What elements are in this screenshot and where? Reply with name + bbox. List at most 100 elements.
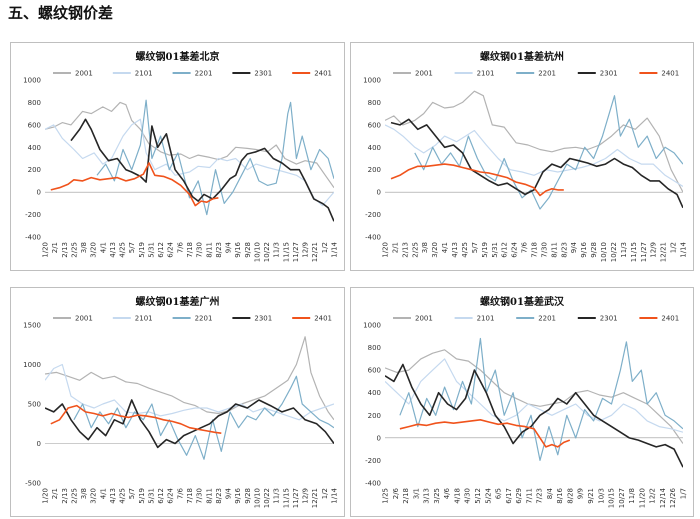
y-tick-label: -400: [25, 234, 41, 242]
x-tick-label: 11/27: [292, 242, 300, 262]
x-tick-label: 5/19: [481, 242, 489, 258]
x-tick-label: 10/15: [608, 488, 616, 508]
legend-label-2101: 2101: [477, 70, 495, 78]
x-tick-label: 2/1: [51, 242, 59, 253]
x-tick-label: 1/14: [680, 241, 688, 257]
x-tick-label: 7/18: [186, 488, 194, 504]
legend-label-2001: 2001: [75, 315, 93, 323]
x-tick-label: 5/19: [138, 242, 146, 258]
chart-wuhan: 螺纹钢01基差武汉 2001 2101 2201 2301 2401 1000 800 600 4…: [363, 295, 688, 508]
chart-panel-wuhan: 螺纹钢01基差武汉 2001 2101 2201 2301 2401 1000 800 600 4…: [350, 287, 694, 517]
x-tick-label: 2/1: [391, 242, 399, 253]
y-tick-label: 1500: [23, 322, 41, 330]
x-tick-label: 1/14: [331, 487, 339, 503]
y-tick-label: 0: [377, 434, 381, 442]
legend-label-2101: 2101: [135, 315, 153, 323]
x-tick-label: 5/12: [474, 488, 482, 504]
x-tick-label: 5/7: [128, 488, 136, 499]
x-tick-label: 11/3: [620, 242, 628, 258]
x-tick-label: 8/4: [546, 487, 554, 499]
x-tick-label: 8/11: [205, 488, 213, 504]
x-tick-label: 3/20: [90, 242, 98, 258]
y-tick-label: -400: [365, 234, 381, 242]
legend-label-2301: 2301: [600, 70, 618, 78]
x-tick-label: 10/22: [263, 488, 271, 508]
chart-beijing: 螺纹钢01基差北京 2001 2101 2201 2301 2401 1000 800 600 4…: [23, 50, 339, 262]
legend-label-2401: 2401: [314, 70, 332, 78]
x-tick-label: 1/2: [321, 488, 329, 499]
chart-legend: 2001 2101 2201 2301 2401: [53, 315, 332, 323]
x-tick-label: 2/18: [402, 488, 410, 504]
x-tick-label: 7/30: [196, 242, 204, 258]
x-tick-label: 11/3: [273, 242, 281, 258]
y-tick-label: -400: [365, 480, 381, 488]
x-tick-label: 7/30: [196, 488, 204, 504]
series-line-2301: [45, 399, 334, 449]
x-tick-label: 11/15: [282, 488, 290, 508]
y-tick-label: -200: [365, 457, 381, 465]
x-tick-label: 11/8: [628, 488, 636, 504]
chart-title: 螺纹钢01基差杭州: [480, 50, 564, 63]
x-tick-label: 9/4: [225, 487, 233, 499]
x-tick-label: 11/15: [630, 242, 638, 262]
x-tick-label: 7/11: [525, 488, 533, 504]
x-tick-label: 2/25: [70, 242, 78, 258]
legend-label-2101: 2101: [135, 70, 153, 78]
legend-label-2301: 2301: [600, 315, 618, 323]
x-tick-label: 4/25: [119, 488, 127, 504]
x-tick-label: 4/6: [443, 487, 451, 499]
x-tick-label: 9/4: [225, 241, 233, 253]
x-tick-label: 4/30: [464, 488, 472, 504]
x-tick-label: 6/29: [515, 488, 523, 504]
series-line-2301: [70, 118, 334, 222]
x-tick-label: 8/11: [550, 242, 558, 258]
x-tick-label: 4/25: [461, 242, 469, 258]
x-tick-label: 4/13: [451, 242, 459, 258]
x-tick-label: 12/21: [311, 488, 319, 508]
y-tick-label: 200: [28, 166, 41, 174]
x-tick-label: 4/18: [453, 488, 461, 504]
y-tick-label: 600: [28, 121, 41, 129]
legend-label-2201: 2201: [538, 70, 556, 78]
x-tick-label: 8/28: [566, 488, 574, 504]
x-tick-label: 6/5: [495, 488, 503, 499]
legend-label-2201: 2201: [195, 70, 213, 78]
x-tick-label: 12/9: [302, 488, 310, 504]
x-tick-label: 3/8: [421, 242, 429, 253]
x-tick-label: 12/9: [650, 242, 658, 258]
x-tick-label: 10/22: [263, 242, 271, 262]
x-tick-label: 1/14: [331, 241, 339, 257]
series-line-2401: [399, 419, 571, 448]
x-tick-label: 11/3: [273, 488, 281, 504]
series-line-2201: [96, 99, 334, 216]
x-tick-label: 4/1: [441, 242, 449, 253]
x-tick-label: 2/25: [411, 242, 419, 258]
x-tick-label: 4/25: [119, 242, 127, 258]
x-tick-label: 2/13: [401, 242, 409, 258]
series-line-2001: [385, 349, 683, 444]
x-tick-label: 5/31: [147, 242, 155, 258]
x-tick-label: 1/20: [42, 242, 50, 258]
x-tick-label: 9/16: [234, 241, 242, 257]
chart-legend: 2001 2101 2201 2301 2401: [393, 70, 679, 78]
x-tick-label: 6/24: [167, 487, 175, 503]
y-tick-label: -200: [25, 211, 41, 219]
x-tick-label: 10/10: [253, 242, 261, 262]
x-tick-label: 9/28: [244, 488, 252, 504]
series-line-2101: [45, 363, 334, 421]
x-tick-label: 2/25: [70, 488, 78, 504]
x-tick-label: 6/12: [501, 242, 509, 258]
x-tick-label: 10/10: [253, 488, 261, 508]
x-tick-label: 9/9: [577, 488, 585, 499]
y-tick-label: 500: [28, 401, 41, 409]
page-title: 五、螺纹钢价差: [8, 4, 114, 22]
x-tick-label: 6/12: [157, 488, 165, 504]
x-tick-label: 1/7: [680, 488, 688, 499]
x-tick-label: 5/7: [128, 242, 136, 253]
x-tick-label: 10/22: [610, 242, 618, 262]
legend-label-2401: 2401: [661, 315, 679, 323]
y-tick-label: 1000: [23, 361, 41, 369]
series-line-2101: [385, 358, 683, 433]
series-line-2301: [385, 363, 683, 468]
y-tick-label: 1000: [363, 322, 381, 330]
